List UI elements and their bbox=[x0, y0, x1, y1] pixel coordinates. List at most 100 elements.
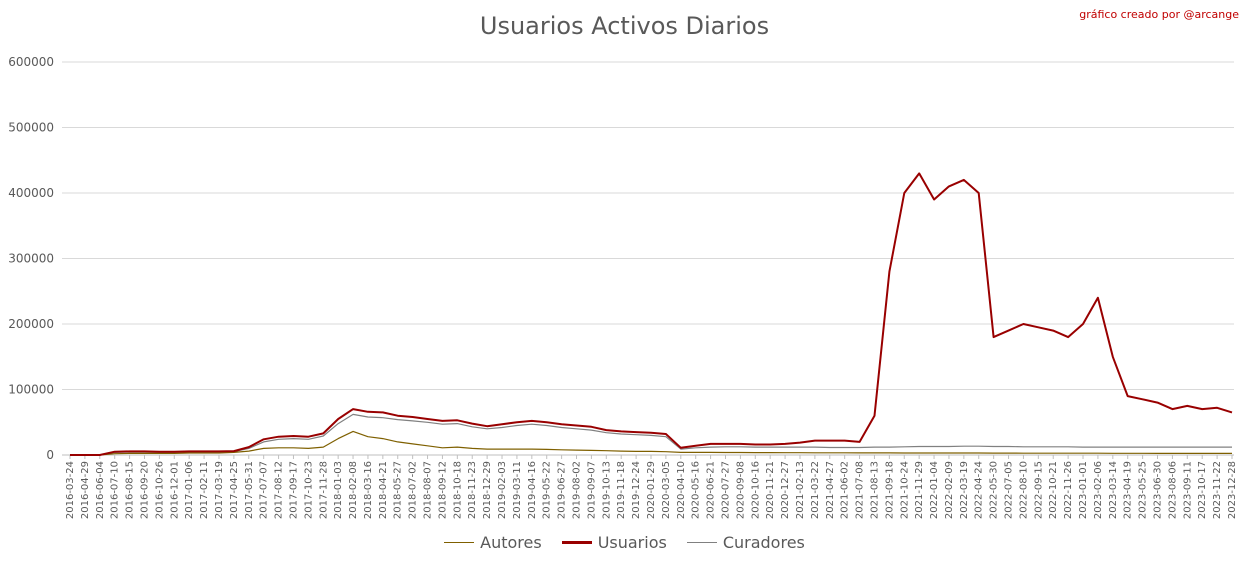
x-tick-label: 2018-08-07 bbox=[423, 461, 434, 519]
x-tick-label: 2021-03-22 bbox=[810, 461, 821, 519]
legend-item-usuarios: Usuarios bbox=[561, 533, 667, 552]
x-tick-label: 2020-01-29 bbox=[646, 461, 657, 519]
x-tick-label: 2016-09-20 bbox=[139, 461, 150, 519]
x-tick-label: 2018-11-23 bbox=[467, 461, 478, 519]
x-tick-label: 2023-12-28 bbox=[1227, 461, 1238, 519]
series-line-autores bbox=[70, 430, 1232, 456]
x-tick-label: 2023-02-06 bbox=[1093, 461, 1104, 519]
y-tick-label: 400000 bbox=[8, 186, 54, 200]
x-tick-label: 2019-11-18 bbox=[616, 461, 627, 519]
x-tick-label: 2019-05-22 bbox=[542, 461, 553, 519]
x-tick-label: 2016-04-29 bbox=[80, 461, 91, 519]
x-tick-label: 2023-08-06 bbox=[1167, 461, 1178, 519]
x-tick-label: 2016-03-24 bbox=[65, 461, 76, 519]
x-tick-label: 2016-06-04 bbox=[95, 461, 106, 519]
x-tick-label: 2019-08-02 bbox=[572, 461, 583, 519]
x-tick-label: 2020-03-05 bbox=[661, 461, 672, 519]
x-tick-label: 2018-07-02 bbox=[408, 461, 419, 519]
x-tick-label: 2020-12-27 bbox=[780, 461, 791, 519]
x-tick-label: 2022-05-30 bbox=[989, 461, 1000, 519]
legend-swatch bbox=[561, 541, 592, 544]
x-tick-label: 2019-03-11 bbox=[512, 461, 523, 519]
series-lines bbox=[70, 172, 1233, 456]
x-tick-label: 2020-11-21 bbox=[765, 461, 776, 519]
x-tick-label: 2021-04-27 bbox=[825, 461, 836, 519]
x-tick-label: 2019-04-16 bbox=[527, 461, 538, 519]
x-tick-label: 2017-05-31 bbox=[244, 461, 255, 519]
x-tick-label: 2018-04-21 bbox=[378, 461, 389, 519]
y-tick-label: 500000 bbox=[8, 121, 54, 135]
x-tick-label: 2018-09-12 bbox=[437, 461, 448, 519]
y-tick-label: 0 bbox=[46, 448, 54, 462]
x-tick-label: 2020-10-16 bbox=[750, 461, 761, 519]
x-tick-label: 2023-09-11 bbox=[1182, 461, 1193, 519]
x-tick-label: 2017-02-11 bbox=[199, 461, 210, 519]
y-tick-label: 100000 bbox=[8, 383, 54, 397]
x-tick-label: 2021-08-13 bbox=[869, 461, 880, 519]
y-tick-label: 600000 bbox=[8, 55, 54, 69]
x-tick-label: 2020-05-16 bbox=[691, 461, 702, 519]
x-tick-label: 2018-02-08 bbox=[348, 461, 359, 519]
x-tick-label: 2022-10-21 bbox=[1048, 461, 1059, 519]
x-tick-label: 2022-04-24 bbox=[974, 461, 985, 519]
legend-label: Autores bbox=[480, 533, 542, 552]
legend-label: Usuarios bbox=[597, 533, 667, 552]
x-tick-label: 2021-07-08 bbox=[855, 461, 866, 519]
x-tick-label: 2023-04-19 bbox=[1123, 461, 1134, 519]
x-axis: 2016-03-24 2016-04-29 2016-06-04 2016-07-10… bbox=[65, 455, 1238, 519]
x-tick-label: 2018-12-29 bbox=[482, 461, 493, 519]
x-tick-label: 2019-10-13 bbox=[601, 461, 612, 519]
legend-swatch bbox=[444, 542, 475, 543]
x-tick-label: 2019-02-03 bbox=[497, 461, 508, 519]
x-tick-label: 2019-12-24 bbox=[631, 461, 642, 519]
x-tick-label: 2020-07-27 bbox=[720, 461, 731, 519]
chart-title: Usuarios Activos Diarios bbox=[479, 12, 770, 40]
x-tick-label: 2019-06-27 bbox=[557, 461, 568, 519]
legend-item-curadores: Curadores bbox=[686, 533, 805, 552]
x-tick-label: 2021-11-29 bbox=[914, 461, 925, 519]
y-tick-label: 300000 bbox=[8, 252, 54, 266]
x-tick-label: 2021-09-18 bbox=[884, 461, 895, 519]
x-tick-label: 2021-10-24 bbox=[899, 461, 910, 519]
series-line-usuarios bbox=[70, 172, 1233, 456]
x-tick-label: 2023-05-25 bbox=[1138, 461, 1149, 519]
x-tick-label: 2018-05-27 bbox=[393, 461, 404, 519]
x-tick-label: 2023-01-01 bbox=[1078, 461, 1089, 519]
x-tick-label: 2017-04-25 bbox=[229, 461, 240, 519]
x-tick-label: 2021-02-13 bbox=[795, 461, 806, 519]
y-tick-label: 200000 bbox=[8, 317, 54, 331]
x-tick-label: 2022-11-26 bbox=[1063, 461, 1074, 519]
x-tick-label: 2017-03-19 bbox=[214, 461, 225, 519]
x-tick-label: 2020-04-10 bbox=[676, 461, 687, 519]
x-tick-label: 2022-01-04 bbox=[929, 461, 940, 519]
legend-label: Curadores bbox=[722, 533, 805, 552]
series-line-curadores bbox=[70, 413, 1232, 456]
grid-lines bbox=[62, 61, 1234, 456]
x-tick-label: 2017-08-12 bbox=[274, 461, 285, 519]
x-tick-label: 2021-06-02 bbox=[840, 461, 851, 519]
x-tick-label: 2020-06-21 bbox=[706, 461, 717, 519]
chart-credit: gráfico creado por @arcange bbox=[1079, 8, 1239, 21]
x-tick-label: 2018-01-03 bbox=[333, 461, 344, 519]
x-tick-label: 2017-11-28 bbox=[318, 461, 329, 519]
x-tick-label: 2016-07-10 bbox=[110, 461, 121, 519]
x-tick-label: 2022-07-05 bbox=[1004, 461, 1015, 519]
x-tick-label: 2017-01-06 bbox=[184, 461, 195, 519]
x-tick-label: 2022-02-09 bbox=[944, 461, 955, 519]
y-axis-ticks: 0 100000 200000 300000 400000 500000 600000 bbox=[8, 55, 54, 462]
x-tick-label: 2022-08-10 bbox=[1018, 461, 1029, 519]
x-tick-label: 2023-06-30 bbox=[1153, 461, 1164, 519]
legend: Autores Usuarios Curadores bbox=[0, 533, 1249, 552]
x-tick-label: 2016-08-15 bbox=[125, 461, 136, 519]
x-tick-label: 2023-10-17 bbox=[1197, 461, 1208, 519]
x-tick-label: 2017-10-23 bbox=[303, 461, 314, 519]
x-tick-label: 2023-11-22 bbox=[1212, 461, 1223, 519]
x-tick-label: 2016-12-01 bbox=[169, 461, 180, 519]
x-tick-label: 2018-10-18 bbox=[452, 461, 463, 519]
x-tick-label: 2018-03-16 bbox=[363, 461, 374, 519]
legend-swatch bbox=[686, 542, 717, 543]
x-tick-label: 2020-09-08 bbox=[735, 461, 746, 519]
x-tick-label: 2022-03-19 bbox=[959, 461, 970, 519]
legend-item-autores: Autores bbox=[444, 533, 542, 552]
